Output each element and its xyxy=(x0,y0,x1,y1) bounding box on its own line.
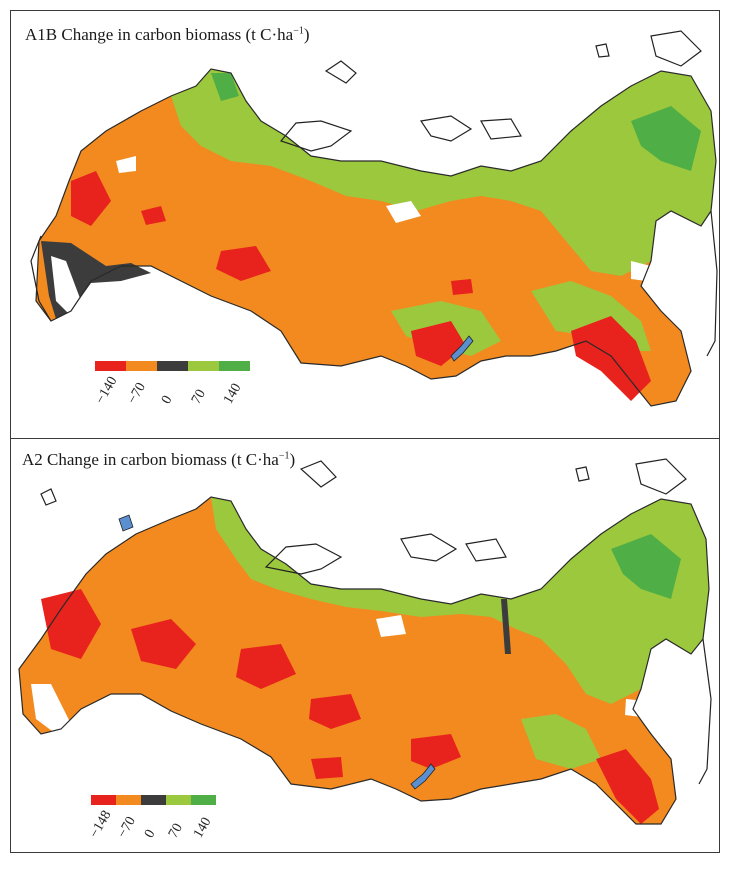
coastline-east xyxy=(698,638,712,785)
green-region-east xyxy=(521,714,601,769)
legend-ticks: −140 −70 0 70 140 xyxy=(93,371,250,407)
coastline xyxy=(18,496,710,825)
legend-swatch xyxy=(166,795,191,805)
legend-a1b: −140 −70 0 70 140 xyxy=(93,361,250,407)
green-region-north xyxy=(171,69,716,276)
arctic-islands xyxy=(40,458,687,575)
coastline xyxy=(35,68,717,407)
russia-map-a2 xyxy=(18,458,712,825)
legend-swatch xyxy=(191,795,216,805)
lake-baikal xyxy=(410,763,436,790)
gray-patches xyxy=(501,599,511,654)
legend-swatch xyxy=(157,361,188,371)
legend-swatch xyxy=(95,361,126,371)
darkgreen-patch xyxy=(631,106,701,171)
nodata-patches xyxy=(31,615,646,734)
map-panel-a2: A2 Change in carbon biomass (t C·ha−1) xyxy=(11,439,719,852)
map-panel-a1b: A1B Change in carbon biomass (t C·ha−1) xyxy=(11,11,719,438)
legend-colorbar xyxy=(95,361,250,371)
panel-divider xyxy=(11,438,719,439)
legend-swatch xyxy=(141,795,166,805)
figure-frame: A1B Change in carbon biomass (t C·ha−1) xyxy=(10,10,720,853)
darkgreen-patch xyxy=(211,73,239,101)
legend-colorbar xyxy=(91,795,216,805)
arctic-islands xyxy=(30,30,702,322)
darkgreen-patch xyxy=(611,534,681,599)
lake-ladoga xyxy=(118,514,134,532)
landmass xyxy=(36,69,716,406)
red-patches xyxy=(41,589,659,824)
lake-baikal xyxy=(450,335,474,362)
panel-title: A2 Change in carbon biomass (t C·ha−1) xyxy=(22,450,296,469)
nodata-patches xyxy=(51,156,651,316)
panel-title: A1B Change in carbon biomass (t C·ha−1) xyxy=(25,25,310,44)
green-region-north xyxy=(211,497,709,704)
legend-swatch xyxy=(91,795,116,805)
legend-swatch xyxy=(188,361,219,371)
russia-map-a1b xyxy=(30,30,718,407)
legend-ticks: −148 −70 0 70 140 xyxy=(87,805,216,841)
coastline-east xyxy=(706,210,718,357)
legend-swatch xyxy=(126,361,157,371)
legend-swatch xyxy=(116,795,141,805)
legend-swatch xyxy=(219,361,250,371)
legend-a2: −148 −70 0 70 140 xyxy=(87,795,216,841)
